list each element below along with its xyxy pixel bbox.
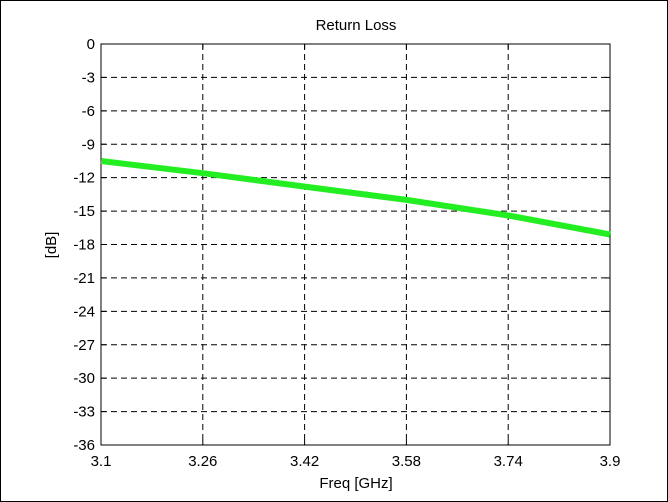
x-tick-label: 3.1 <box>91 453 112 470</box>
axis-ticks <box>100 43 611 446</box>
y-tick-label: -24 <box>73 303 95 320</box>
y-tick-label: -33 <box>73 404 95 421</box>
series-line <box>100 158 611 238</box>
x-tick-labels: 3.1 3.26 3.42 3.58 3.74 3.9 <box>91 453 621 470</box>
x-tick-label: 3.26 <box>188 453 217 470</box>
y-tick-label: -18 <box>73 237 95 254</box>
grid-lines <box>101 44 610 445</box>
x-tick-label: 3.42 <box>290 453 319 470</box>
y-tick-labels: 0 -3 -6 -9 -12 -15 -18 -21 -24 -27 -30 -33 -36 <box>73 36 95 454</box>
x-tick-label: 3.9 <box>600 453 621 470</box>
y-tick-label: -6 <box>82 103 95 120</box>
y-tick-label: -36 <box>73 437 95 454</box>
y-axis-label: [dB] <box>43 232 60 259</box>
y-tick-label: 0 <box>87 36 95 53</box>
series-group <box>100 158 611 238</box>
y-tick-label: -3 <box>82 69 95 86</box>
y-tick-label: -12 <box>73 170 95 187</box>
y-tick-label: -21 <box>73 270 95 287</box>
y-tick-label: -30 <box>73 370 95 387</box>
y-tick-label: -9 <box>82 136 95 153</box>
x-axis-label: Freq [GHz] <box>319 475 392 492</box>
chart-title: Return Loss <box>316 17 397 34</box>
y-tick-label: -15 <box>73 203 95 220</box>
y-tick-label: -27 <box>73 337 95 354</box>
x-tick-label: 3.58 <box>392 453 421 470</box>
x-tick-label: 3.74 <box>494 453 523 470</box>
